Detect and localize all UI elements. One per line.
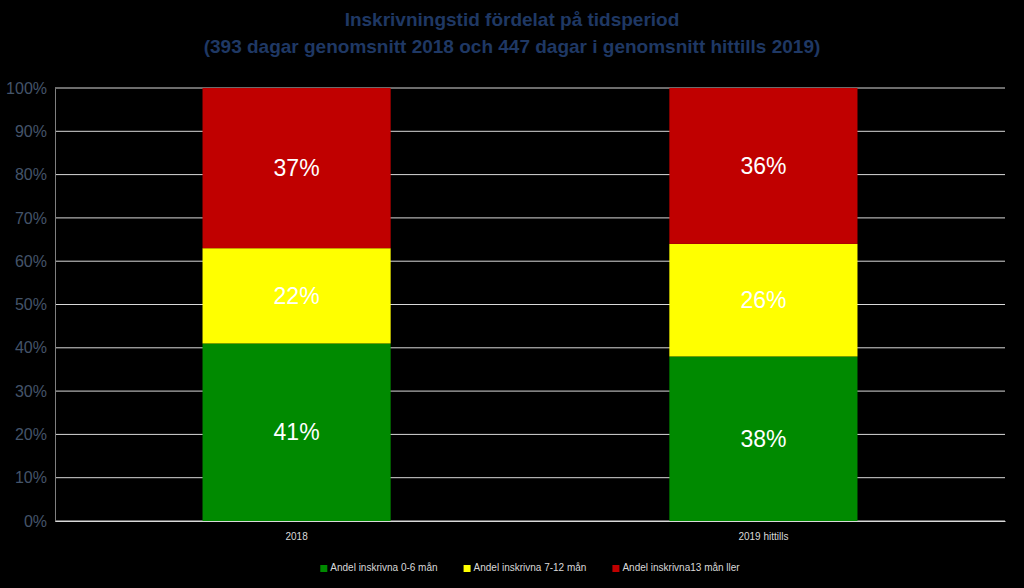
legend-swatch [464,565,471,572]
grid-line [55,304,1005,305]
grid-line [55,347,1005,348]
y-tick-label: 90% [15,123,47,140]
data-label: 38% [740,426,786,452]
y-axis: 0% 10% 20% 30% 40% 50% 60% 70% 80% 90% 100% [6,80,55,530]
y-tick: 100% [6,80,55,97]
grid-line [55,174,1005,175]
y-tick: 50% [15,296,55,313]
y-tick-label: 0% [24,513,47,530]
y-tick: 0% [24,513,55,530]
legend-label: Andel inskrivna 7-12 mån [474,562,587,573]
grid-line [55,391,1005,392]
y-tick-label: 50% [15,296,47,313]
bar [203,248,391,343]
y-tick: 10% [15,469,55,486]
y-tick: 60% [15,253,55,270]
y-tick-label: 80% [15,166,47,183]
background [0,0,1024,588]
grid [55,88,1005,521]
bar [669,244,857,357]
x-tick-label: 2018 [285,531,308,542]
y-tick: 30% [15,383,55,400]
x-axis: 2018 2019 hittills [56,521,1006,542]
grid-line [55,217,1005,218]
bar [669,88,857,244]
legend-item: Andel inskrivna13 mån ller [612,562,740,573]
y-tick: 90% [15,123,55,140]
bar [669,356,857,521]
y-tick: 80% [15,166,55,183]
bar [203,343,391,521]
y-tick: 20% [15,426,55,443]
data-label: 36% [740,153,786,179]
legend: Andel inskrivna 0-6 mån Andel inskrivna 7… [320,562,740,573]
data-label: 22% [274,283,320,309]
grid-line [55,521,1005,522]
x-tick-label: 2019 hittills [738,531,788,542]
grid-line [55,434,1005,435]
grid-line [55,477,1005,478]
y-tick: 40% [15,339,55,356]
legend-swatch [612,565,619,572]
grid-line [55,261,1005,262]
title: Inskrivningstid fördelat på tidsperiod [345,9,680,30]
y-tick-label: 30% [15,383,47,400]
y-tick-label: 40% [15,339,47,356]
legend-item: Andel inskrivna 0-6 mån [320,562,437,573]
y-tick-label: 100% [6,80,47,97]
y-tick-label: 70% [15,210,47,227]
data-label: 41% [274,419,320,445]
y-tick: 70% [15,210,55,227]
grid-line [55,88,1005,89]
data-label: 37% [274,155,320,181]
data-label: 26% [740,287,786,313]
y-tick-label: 60% [15,253,47,270]
grid-line [55,131,1005,132]
bar [203,88,391,248]
legend-item: Andel inskrivna 7-12 mån [464,562,587,573]
chart: Inskrivningstid fördelat på tidsperiod (3… [0,0,1024,588]
y-axis-line [55,89,56,522]
legend-label: Andel inskrivna13 mån ller [622,562,740,573]
data-labels: 41% 22% 37% 38% 26% 36% [274,153,787,452]
x-tick: 2018 [285,521,308,542]
x-axis-line [56,521,1006,522]
y-tick-label: 20% [15,426,47,443]
legend-swatch [320,565,327,572]
legend-label: Andel inskrivna 0-6 mån [330,562,437,573]
x-tick: 2019 hittills [738,521,788,542]
subtitle: (393 dagar genomsnitt 2018 och 447 dagar… [204,36,821,57]
y-tick-label: 10% [15,469,47,486]
bars [203,88,858,521]
